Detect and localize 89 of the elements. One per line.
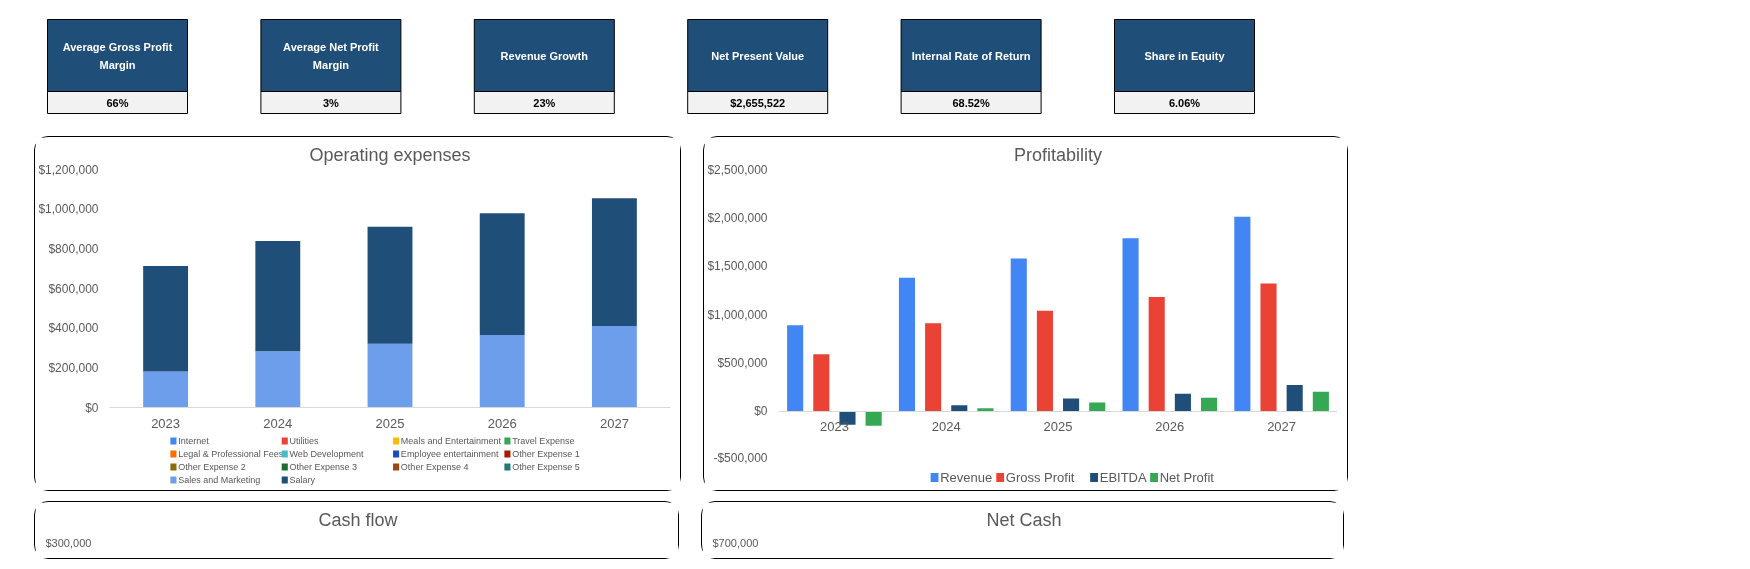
text: $300,000 — [45, 536, 92, 549]
legend-label: Other Expense 2 — [178, 462, 246, 472]
bar — [1063, 398, 1080, 412]
bar — [591, 325, 637, 408]
y-tick-label: $800,000 — [48, 241, 99, 256]
category-label: Revenue Growth — [500, 49, 589, 62]
y-tick-label: $1,200,000 — [38, 162, 99, 177]
bar — [898, 277, 916, 412]
bar — [479, 213, 525, 335]
category-label: Net Present Value — [711, 49, 805, 62]
bar — [1010, 258, 1027, 412]
legend-label: Other Expense 1 — [512, 449, 580, 459]
legend-label: Sales and Marketing — [178, 475, 261, 485]
bar — [367, 226, 413, 344]
x-tick-label: 2025 — [1043, 419, 1073, 435]
bar — [813, 354, 830, 412]
legend-label: Salary — [289, 475, 316, 485]
bar — [1200, 397, 1218, 412]
y-tick-label: $500,000 — [717, 355, 768, 370]
legend-label: Other Expense 3 — [289, 462, 358, 472]
text: 6.06% — [1168, 96, 1201, 109]
x-tick-label: 2026 — [487, 415, 517, 431]
x-tick-label: 2025 — [375, 415, 405, 431]
y-tick-label: $1,000,000 — [38, 202, 99, 217]
x-tick-label: 2026 — [1155, 419, 1185, 435]
text: $2,655,522 — [730, 96, 786, 109]
x-tick-label: 2027 — [599, 415, 629, 431]
legend-label: Meals and Entertainment — [400, 436, 502, 446]
text: 68.52% — [952, 96, 990, 109]
bar — [367, 343, 413, 408]
category-label: Internal Rate of Return — [911, 49, 1031, 62]
x-tick-label: 2023 — [151, 415, 181, 431]
legend-label: EBITDA — [1099, 470, 1148, 485]
y-tick-label: $600,000 — [48, 281, 99, 296]
bar — [951, 405, 968, 412]
chart-title: Profitability — [1013, 144, 1103, 165]
category-label: Share in Equity — [1144, 49, 1226, 62]
x-tick-label: 2027 — [1267, 419, 1297, 435]
text: 23% — [533, 96, 556, 109]
x-tick-label: 2024 — [263, 415, 293, 431]
bar — [479, 334, 525, 408]
y-tick-label: $2,500,000 — [707, 162, 768, 177]
bar — [1286, 385, 1303, 412]
bar — [1148, 297, 1165, 412]
x-tick-label: 2024 — [931, 419, 961, 435]
text: 3% — [322, 96, 339, 109]
legend-label: Gross Profit — [1005, 470, 1075, 485]
bar — [1036, 310, 1053, 412]
bar — [143, 266, 189, 372]
bar — [1122, 238, 1139, 412]
category-label: Average Gross Profit Margin — [62, 40, 173, 71]
y-tick-label: $1,000,000 — [707, 307, 768, 322]
x-tick-label: 2023 — [819, 419, 849, 435]
legend-label: Travel Expense — [512, 436, 575, 446]
legend-label: Web Development — [289, 449, 364, 459]
legend-label: Other Expense 5 — [512, 462, 580, 472]
text: Cash flow — [318, 509, 399, 530]
bar — [1089, 402, 1106, 412]
bar — [255, 351, 301, 408]
bar — [865, 411, 882, 426]
bar — [591, 198, 637, 326]
legend-label: Internet — [178, 436, 210, 446]
bar — [1174, 393, 1191, 412]
y-tick-label: $200,000 — [48, 360, 99, 375]
y-tick-label: -$500,000 — [713, 450, 768, 465]
legend-label: Net Profit — [1159, 470, 1215, 485]
y-tick-label: $1,500,000 — [707, 259, 768, 274]
bar — [925, 323, 942, 412]
category-label: Average Net Profit Margin — [283, 40, 380, 71]
bar — [977, 408, 994, 412]
bar — [1234, 216, 1251, 412]
y-tick-label: $400,000 — [48, 321, 99, 336]
legend-label: Employee entertainment — [400, 449, 499, 459]
legend-label: Revenue — [940, 470, 993, 485]
bar — [787, 325, 804, 412]
legend-label: Other Expense 4 — [400, 462, 469, 472]
text: 66% — [106, 96, 129, 109]
text: $700,000 — [712, 536, 759, 549]
legend-label: Legal & Professional Fees — [178, 449, 284, 459]
y-tick-label: $0 — [754, 404, 768, 419]
y-tick-label: $0 — [85, 400, 99, 415]
bar — [1260, 283, 1277, 412]
y-tick-label: $2,000,000 — [707, 210, 768, 225]
chart-title: Operating expenses — [309, 144, 471, 165]
bar — [143, 371, 189, 408]
bar — [255, 241, 301, 352]
text: Net Cash — [986, 509, 1062, 530]
legend-label: Utilities — [289, 436, 320, 446]
bar — [1312, 391, 1329, 412]
